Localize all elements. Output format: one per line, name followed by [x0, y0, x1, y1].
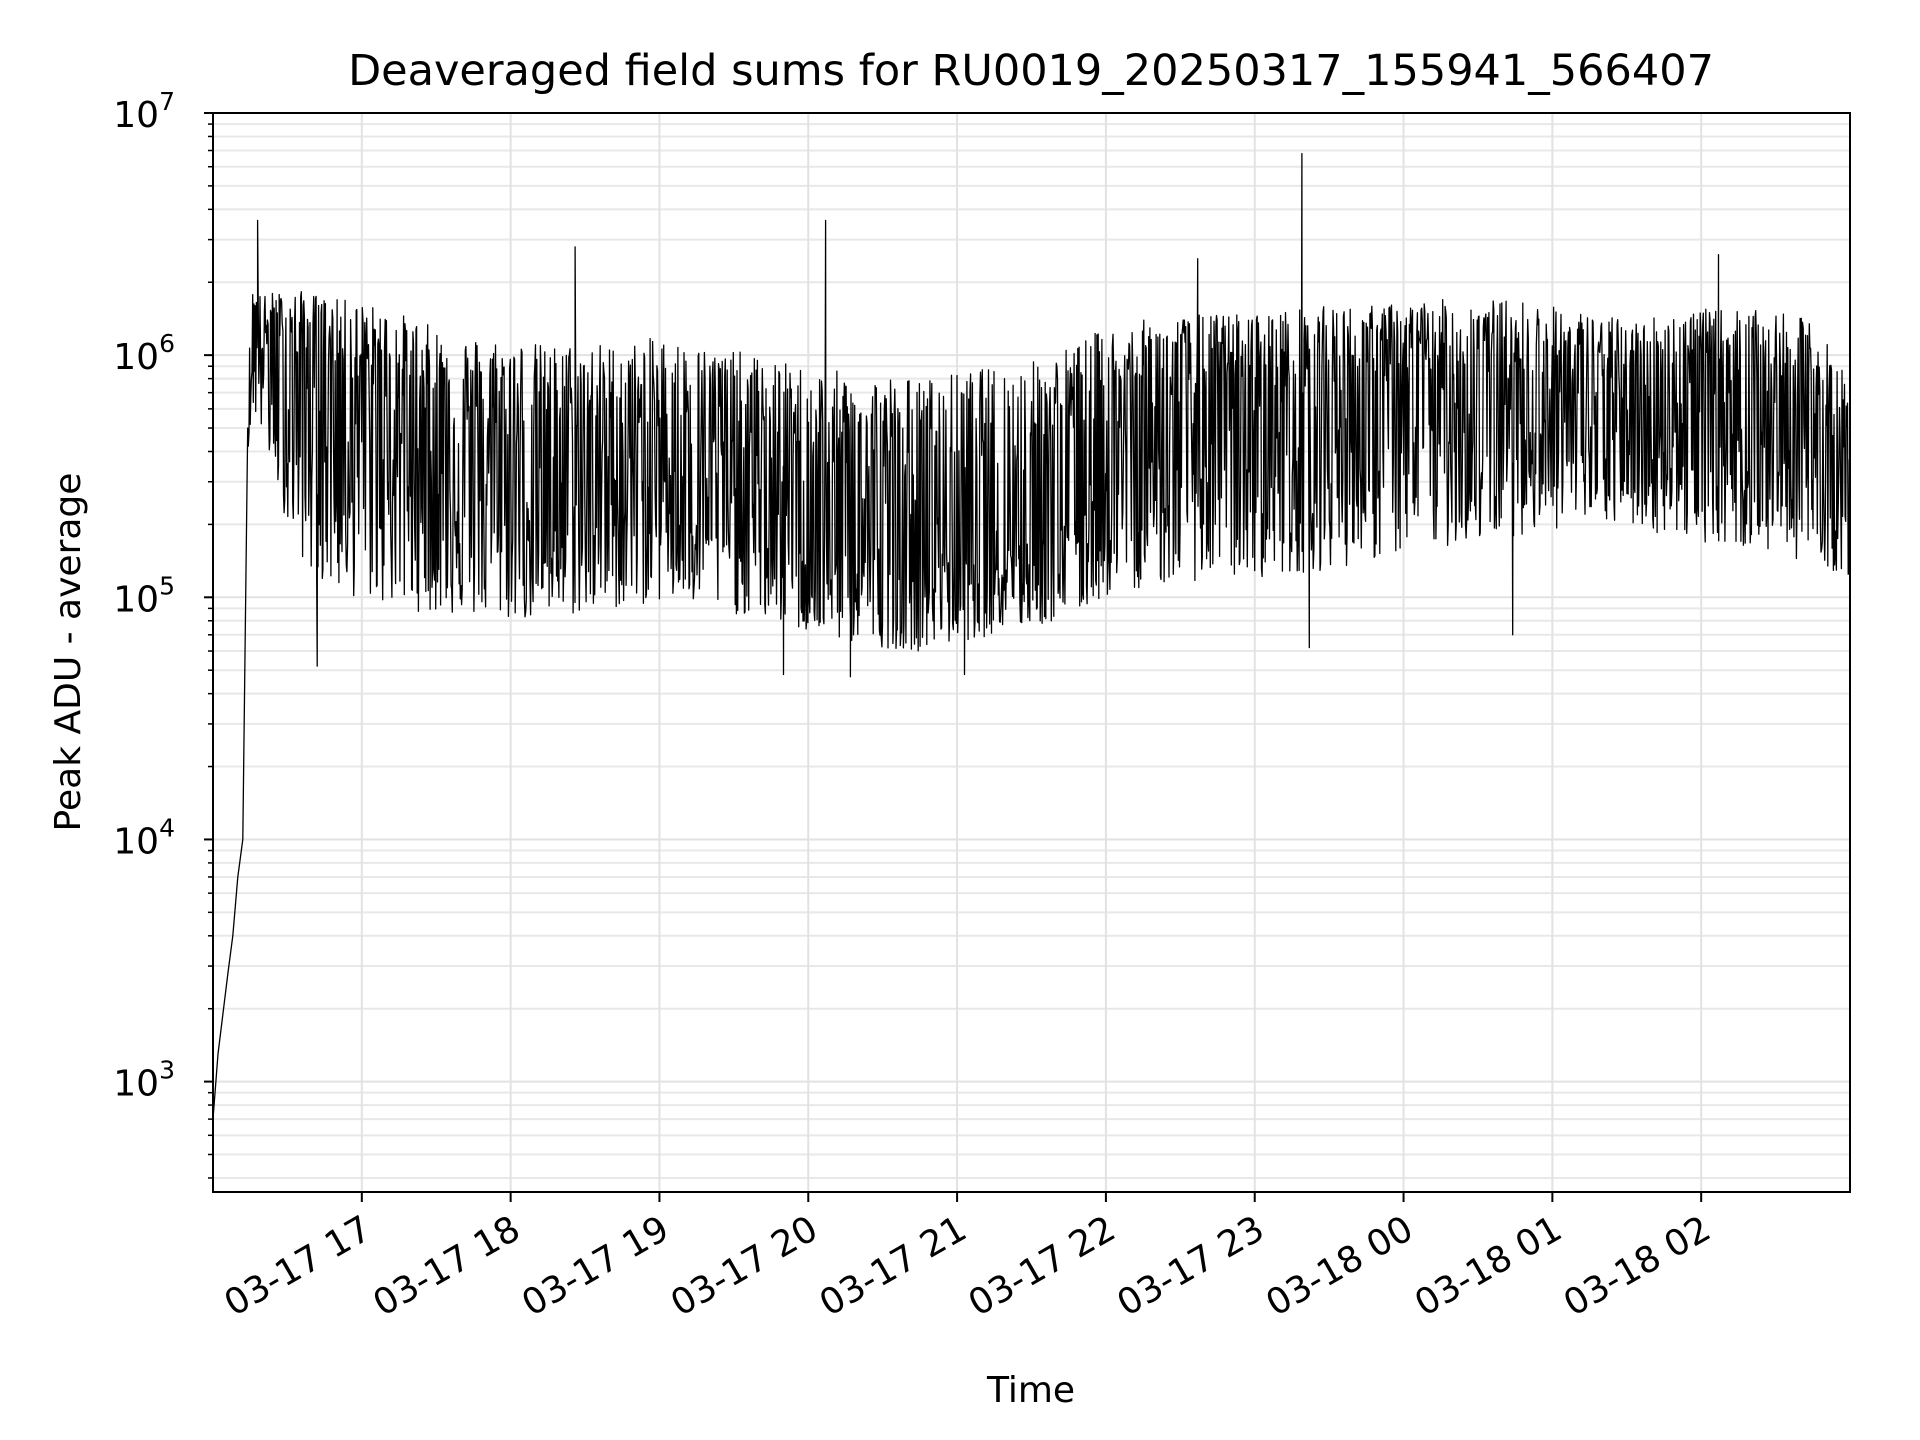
series-layer	[213, 152, 1850, 1120]
y-tick-label: 105	[113, 571, 175, 620]
y-tick-label: 107	[113, 87, 175, 136]
y-axis: 103 104 105 106 107	[113, 87, 213, 1179]
y-tick-label: 104	[113, 813, 175, 862]
x-axis-label: Time	[986, 1370, 1075, 1411]
chart-title: Deaveraged field sums for RU0019_2025031…	[348, 46, 1714, 96]
y-tick-label: 106	[113, 329, 175, 378]
plot-frame	[212, 112, 1851, 1193]
y-tick-label: 103	[113, 1056, 175, 1105]
series-line	[213, 152, 1850, 1120]
grid-minor	[213, 123, 1850, 1179]
y-axis-label: Peak ADU - average	[48, 473, 89, 832]
